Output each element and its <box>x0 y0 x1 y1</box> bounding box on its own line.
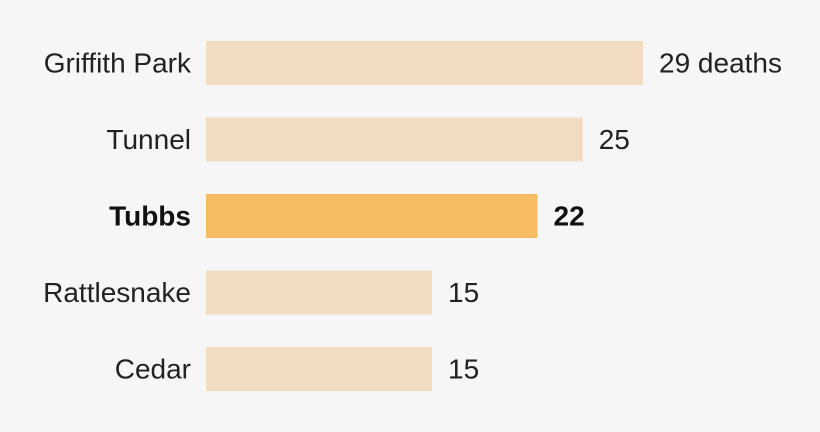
value-label: 22 <box>554 201 585 232</box>
value-label: 15 <box>448 354 479 385</box>
bar <box>206 117 583 162</box>
bar <box>206 270 433 315</box>
bar <box>206 194 538 238</box>
bar <box>206 347 433 391</box>
bar <box>206 41 643 85</box>
bar-row: Tubbs 22 <box>109 194 585 238</box>
bar-row: Griffith Park 29 deaths <box>44 41 782 85</box>
category-label: Griffith Park <box>44 48 192 79</box>
bar-row: Cedar 15 <box>115 347 479 391</box>
value-label: 29 deaths <box>659 48 782 79</box>
category-label: Tunnel <box>106 124 191 155</box>
value-label: 15 <box>448 277 479 308</box>
category-label: Tubbs <box>109 201 191 232</box>
value-label: 25 <box>599 124 630 155</box>
category-label: Cedar <box>115 354 191 385</box>
category-label: Rattlesnake <box>43 277 191 308</box>
bar-row: Tunnel 25 <box>106 117 630 162</box>
bar-row: Rattlesnake 15 <box>43 270 479 315</box>
